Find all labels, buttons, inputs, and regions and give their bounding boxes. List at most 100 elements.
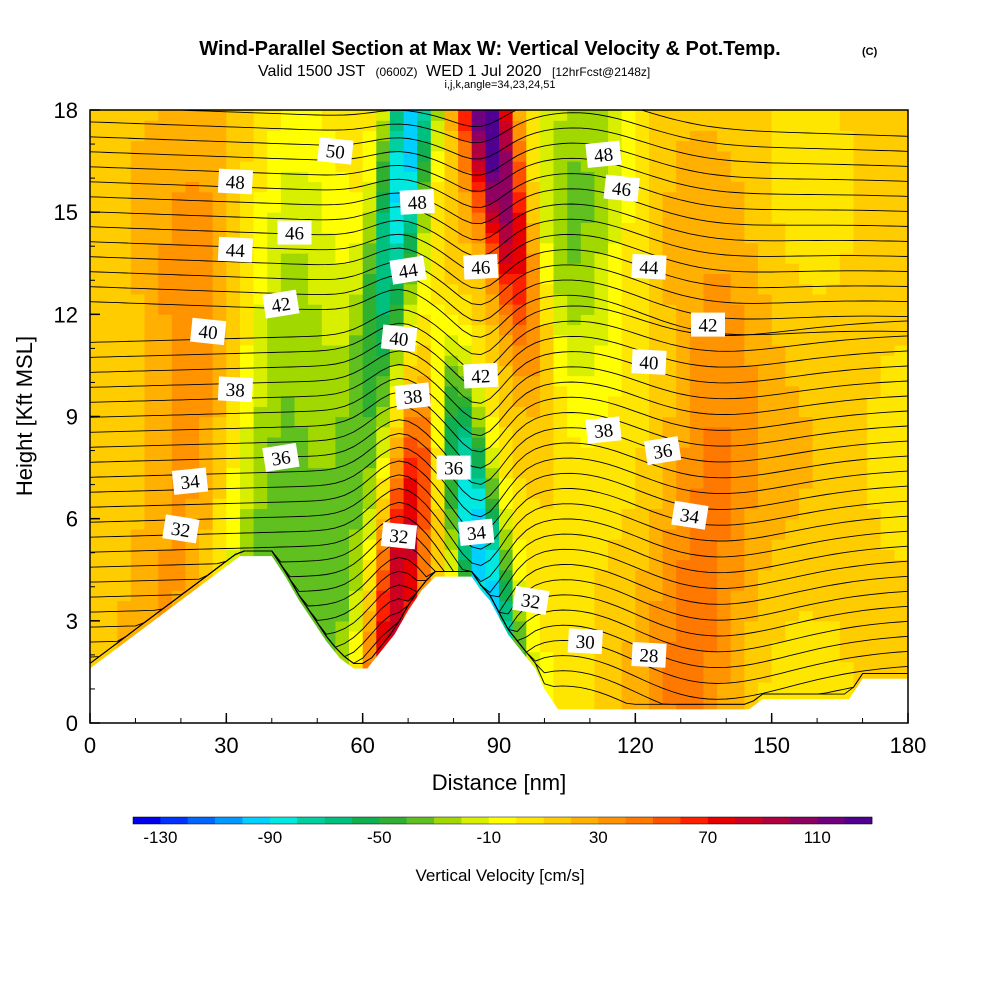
velocity-cell [594, 467, 609, 479]
velocity-cell [117, 110, 132, 121]
velocity-cell [362, 150, 377, 162]
velocity-cell [253, 498, 268, 509]
x-tick-label: 60 [350, 733, 374, 758]
velocity-cell [471, 508, 486, 520]
velocity-cell [689, 682, 705, 693]
velocity-cell [635, 140, 650, 152]
isentrope-label-text: 28 [639, 645, 659, 667]
velocity-cell [880, 671, 895, 683]
velocity-cell [758, 569, 773, 581]
isentrope-line [90, 305, 908, 356]
velocity-cell [662, 130, 677, 142]
velocity-cell [389, 488, 405, 499]
velocity-cell [785, 477, 800, 489]
velocity-cell [485, 130, 500, 142]
velocity-cell [730, 528, 745, 540]
velocity-cell [308, 365, 323, 377]
velocity-cell [894, 273, 908, 285]
velocity-cell [853, 396, 868, 407]
velocity-cell [676, 692, 691, 704]
velocity-cell [389, 416, 405, 428]
velocity-cell [703, 702, 718, 714]
velocity-cell [171, 161, 186, 172]
velocity-cell [90, 273, 105, 285]
velocity-cell [267, 345, 282, 356]
velocity-cell [512, 140, 527, 152]
velocity-cell [621, 426, 636, 438]
velocity-cell [526, 110, 541, 121]
velocity-cell [826, 324, 841, 336]
velocity-cell [308, 580, 323, 591]
velocity-cell [117, 498, 132, 509]
velocity-cell [321, 396, 336, 407]
velocity-cell [676, 549, 691, 561]
velocity-cell [117, 631, 132, 642]
velocity-cell [499, 467, 514, 479]
velocity-cell [839, 661, 854, 673]
velocity-cell [103, 406, 118, 418]
isentrope-label: 32 [380, 521, 418, 550]
velocity-cell [226, 314, 241, 326]
velocity-cell [703, 293, 718, 305]
velocity-cell [580, 508, 595, 520]
velocity-cell [812, 447, 827, 458]
copyright-mark: (C) [862, 46, 878, 58]
velocity-cell [539, 222, 555, 234]
velocity-cell [676, 253, 691, 264]
velocity-cell [730, 345, 745, 356]
velocity-cell [485, 171, 500, 183]
velocity-cell [267, 426, 282, 438]
velocity-cell [812, 518, 827, 530]
velocity-cell [376, 253, 391, 264]
velocity-cell [635, 110, 650, 121]
velocity-cell [689, 201, 705, 213]
velocity-cell [758, 508, 773, 520]
velocity-cell [430, 569, 445, 581]
velocity-cell [839, 477, 854, 489]
velocity-cell [526, 559, 541, 571]
colorbar-swatch [242, 817, 271, 824]
velocity-cell [553, 201, 568, 213]
velocity-cell [335, 222, 350, 234]
velocity-cell [703, 191, 718, 203]
velocity-cell [894, 620, 908, 632]
velocity-cell [785, 457, 800, 469]
velocity-cell [839, 263, 854, 274]
velocity-cell [199, 406, 214, 418]
velocity-cell [594, 334, 609, 346]
velocity-cell [485, 150, 500, 162]
velocity-cell [812, 641, 827, 653]
velocity-cell [90, 508, 105, 520]
velocity-cell [144, 539, 159, 550]
velocity-cell [321, 273, 336, 285]
velocity-cell [444, 559, 459, 571]
velocity-cell [812, 651, 827, 663]
velocity-cell [226, 273, 241, 285]
velocity-cell [839, 365, 854, 377]
velocity-cell [608, 355, 623, 366]
velocity-cell [294, 549, 309, 561]
velocity-cell [839, 120, 854, 131]
velocity-cell [894, 140, 908, 152]
velocity-cell [785, 263, 800, 274]
velocity-cell [798, 457, 814, 469]
velocity-cell [785, 232, 800, 244]
velocity-cell [621, 293, 636, 305]
velocity-cell [880, 580, 895, 591]
velocity-cell [812, 559, 827, 571]
velocity-cell [335, 375, 350, 387]
velocity-cell [171, 580, 186, 591]
velocity-cell [267, 110, 282, 121]
velocity-cell [376, 365, 391, 377]
velocity-cell [635, 682, 650, 693]
velocity-cell [771, 620, 786, 632]
velocity-cell [321, 212, 336, 223]
isentrope-label: 34 [458, 518, 495, 547]
velocity-cell [621, 314, 636, 326]
velocity-cell [280, 498, 296, 509]
velocity-cell [240, 477, 255, 489]
velocity-cell [539, 304, 555, 315]
isentrope-label-text: 42 [270, 294, 292, 318]
velocity-cell [117, 590, 132, 601]
velocity-cell [703, 263, 718, 274]
